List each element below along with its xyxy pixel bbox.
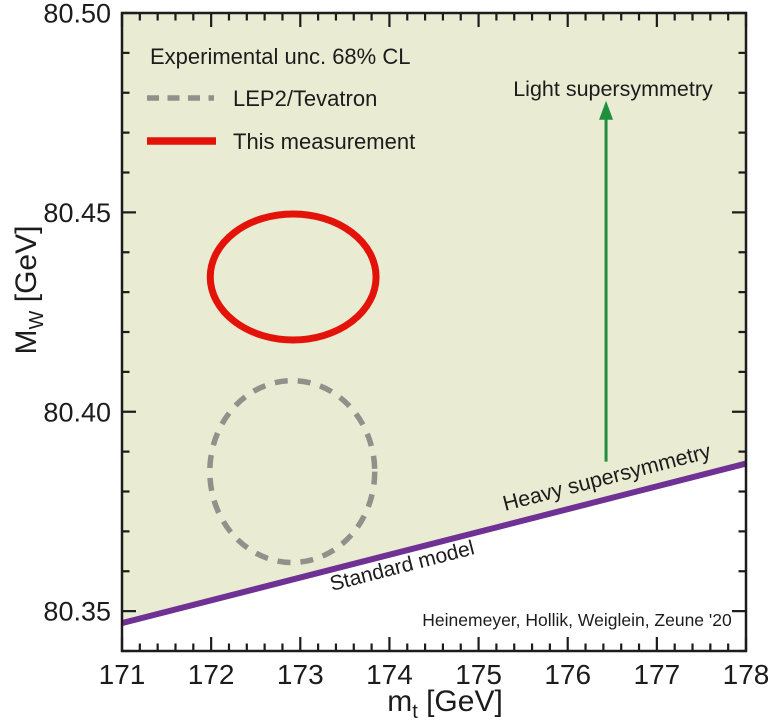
x-tick-label: 176 [544, 659, 591, 690]
x-axis-title-main: m [387, 685, 412, 718]
y-axis-title: MW [GeV] [10, 226, 48, 355]
x-axis-title: mt [GeV] [387, 685, 503, 723]
x-tick-label: 172 [188, 659, 235, 690]
y-axis-title-main: M [10, 329, 43, 354]
y-tick-label: 80.40 [43, 397, 111, 427]
shaded-region [122, 13, 746, 624]
x-tick-label: 174 [366, 659, 413, 690]
legend-title: Experimental unc. 68% CL [150, 44, 410, 69]
light-supersymmetry-label: Light supersymmetry [513, 77, 713, 101]
legend-label-this-measurement: This measurement [233, 129, 415, 154]
lep2-tevatron-ellipse [207, 377, 378, 566]
light-susy-arrow-head [599, 100, 614, 120]
this-measurement-ellipse [206, 210, 380, 344]
data-layer [121, 100, 747, 626]
x-axis-title-unit: [GeV] [418, 685, 503, 718]
x-tick-label: 177 [633, 659, 680, 690]
axis-tick-labels: 171 172 173 174 175 176 177 178 80.35 80.40 80.45 8… [43, 0, 768, 690]
x-axis-title-sub: t [412, 701, 418, 723]
x-tick-label: 173 [277, 659, 324, 690]
x-tick-label: 175 [455, 659, 502, 690]
y-axis-title-sub: W [26, 310, 48, 329]
susy-allowed-region [122, 13, 746, 624]
legend: Experimental unc. 68% CL LEP2/Tevatron T… [147, 44, 415, 154]
x-tick-label: 178 [723, 659, 768, 690]
plot-frame [120, 11, 748, 653]
y-tick-label: 80.35 [43, 597, 111, 627]
x-tick-label: 171 [99, 659, 146, 690]
y-tick-label: 80.50 [43, 0, 111, 29]
standard-model-line [121, 460, 747, 626]
y-axis-title-unit: [GeV] [10, 226, 43, 311]
legend-label-lep2-tevatron: LEP2/Tevatron [233, 86, 377, 111]
y-tick-label: 80.45 [43, 198, 111, 228]
attribution-text: Heinemeyer, Hollik, Weiglein, Zeune '20 [422, 610, 732, 630]
